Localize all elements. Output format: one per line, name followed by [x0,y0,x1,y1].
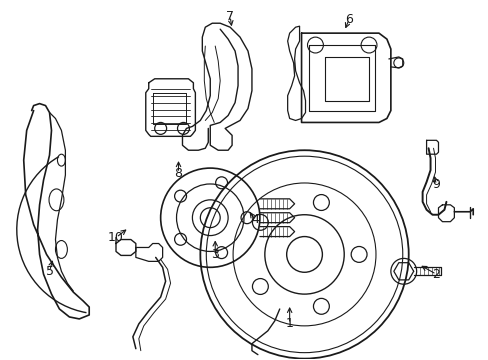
Text: 4: 4 [250,213,258,226]
Text: 7: 7 [225,10,234,23]
Text: 8: 8 [174,167,182,180]
Text: 5: 5 [45,265,53,278]
Text: 2: 2 [432,268,440,281]
Text: 6: 6 [345,13,352,26]
Text: 9: 9 [432,179,440,192]
Text: 1: 1 [285,318,293,330]
Text: 10: 10 [108,231,123,244]
Text: 3: 3 [211,248,219,261]
